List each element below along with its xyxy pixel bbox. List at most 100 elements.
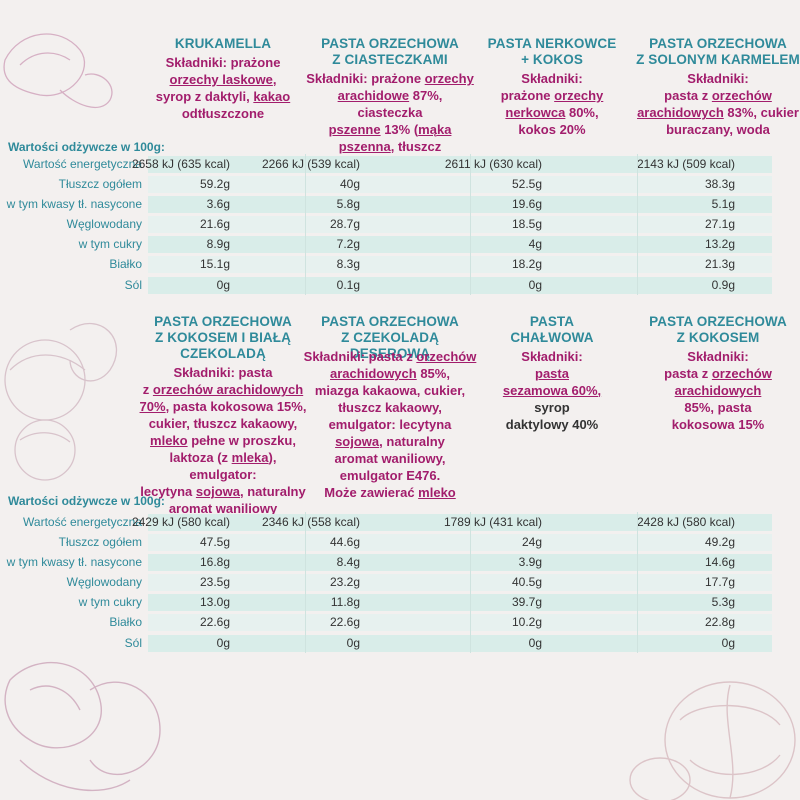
product-title: PASTA ORZECHOWA Z CZEKOLADĄ DESEROWĄ xyxy=(303,314,478,362)
ingredient-text: daktylowy 40% xyxy=(505,417,599,432)
nutrition-row: Białko 15.1g 8.3g 18.2g 21.3g xyxy=(0,254,800,274)
ingredient-line: sojowa, naturalny xyxy=(303,433,478,450)
ingredient-text: Składniki: prażone xyxy=(306,71,425,86)
product-ingredients: Składniki: prażone orzechy laskowe, syrop … xyxy=(138,54,308,122)
nutrient-value: 16.8g xyxy=(199,555,230,570)
allergen-text: orzechów xyxy=(711,366,772,381)
nutrient-value: 38.3g xyxy=(704,177,735,192)
nutrition-row: Węglowodany 23.5g 23.2g 40.5g 17.7g xyxy=(0,572,800,592)
row-band xyxy=(148,276,772,294)
ingredient-line: arachidowych xyxy=(631,382,800,399)
nutrition-row: w tym cukry 13.0g 11.8g 39.7g 5.3g xyxy=(0,592,800,612)
product-title: PASTA NERKOWCE + KOKOS xyxy=(467,36,637,68)
ingredient-line: buraczany, woda xyxy=(633,121,800,138)
nutrient-value: 40g xyxy=(339,177,360,192)
row-band xyxy=(148,574,772,592)
nutrition-row: w tym cukry 8.9g 7.2g 4g 13.2g xyxy=(0,234,800,254)
row-band xyxy=(148,216,772,234)
ingredient-line: emulgator E476. xyxy=(303,467,478,484)
nutrient-value: 5.1g xyxy=(711,197,735,212)
column-divider xyxy=(470,154,471,295)
ingredient-text: syrop z daktyli, xyxy=(155,89,254,104)
nutrient-label: Tłuszcz ogółem xyxy=(58,535,142,550)
ingredient-line: pasta xyxy=(465,365,640,382)
ingredient-text: , naturalny xyxy=(239,484,306,499)
nutrient-value: 10.2g xyxy=(511,615,542,630)
ingredient-text: ), emulgator: xyxy=(189,450,277,482)
nutrient-label: Sól xyxy=(124,277,142,292)
ingredient-line: pszenne 13% (mąka xyxy=(305,121,475,138)
almond-illustration-icon xyxy=(3,33,113,109)
product-title-line: Z SOLONYM KARMELEM xyxy=(636,52,800,67)
nutrient-label: Białko xyxy=(109,257,142,272)
nutrition-row: Sól 0g 0g 0g 0g xyxy=(0,633,800,653)
product-title: KRUKAMELLA xyxy=(138,36,308,52)
nutrient-value: 8.3g xyxy=(336,257,360,272)
ingredient-line: pasta z orzechów xyxy=(633,87,800,104)
allergen-text: orzechów xyxy=(416,349,477,364)
product-title: PASTA ORZECHOWA Z CIASTECZKAMI xyxy=(305,36,475,68)
column-divider xyxy=(637,512,638,653)
ingredient-text: 83%, cukier xyxy=(723,105,799,120)
ingredient-line: kokosowa 15% xyxy=(631,416,800,433)
walnut-illustration-icon xyxy=(629,681,796,800)
ingredient-line: prażone orzechy xyxy=(467,87,637,104)
nutrient-label: Wartość energetyczna xyxy=(23,515,142,529)
ingredient-text: prażone xyxy=(500,88,555,103)
product-title: PASTA ORZECHOWA Z SOLONYM KARMELEM xyxy=(633,36,800,68)
ingredient-line: z orzechów arachidowych xyxy=(136,381,311,398)
nutrient-value: 23.2g xyxy=(329,575,360,590)
row-band xyxy=(148,156,772,173)
product-ingredients: Składniki: pasta z orzechów arachidowych 8… xyxy=(633,70,800,138)
ingredient-line: tłuszcz kakaowy, xyxy=(303,399,478,416)
nutrient-value: 3.9g xyxy=(518,555,542,570)
nutrient-value: 0.1g xyxy=(336,277,360,292)
pistachio-illustration-icon xyxy=(4,661,161,792)
ingredient-line: 70%, pasta kokosowa 15%, xyxy=(136,398,311,415)
allergen-text: nerkowca xyxy=(505,105,566,120)
ingredient-text: emulgator: lecytyna xyxy=(328,417,452,432)
nutrient-value: 28.7g xyxy=(329,217,360,232)
ingredient-text: pełne w proszku, xyxy=(187,433,296,448)
allergen-text: pszenne xyxy=(328,122,381,137)
ingredient-text: tłuszcz kakaowy, xyxy=(338,400,442,415)
nutrient-label: Tłuszcz ogółem xyxy=(58,177,142,192)
ingredient-text: , pasta kokosowa 15%, xyxy=(165,399,307,414)
allergen-text: arachidowych xyxy=(674,383,762,398)
row-band xyxy=(148,534,772,552)
column-divider xyxy=(470,512,471,653)
ingredient-text: Składniki: pasta z xyxy=(303,349,417,364)
ingredient-text: , xyxy=(272,72,277,87)
ingredient-text: kokosowa 15% xyxy=(671,417,765,432)
product-title-line: PASTA ORZECHOWA xyxy=(649,314,787,329)
column-divider xyxy=(637,154,638,295)
nutrient-label: Sól xyxy=(124,635,142,650)
nutrient-value: 2346 kJ (558 kcal) xyxy=(261,515,360,529)
nutrition-row: Tłuszcz ogółem 59.2g 40g 52.5g 38.3g xyxy=(0,174,800,194)
nutrition-table: Wartość energetyczna 2429 kJ (580 kcal) 23… xyxy=(0,512,800,653)
product-title-line: Z KOKOSEM xyxy=(676,330,760,345)
nutrient-label: Wartość energetyczna xyxy=(23,157,142,171)
ingredient-line: Składniki: xyxy=(633,70,800,87)
allergen-text: mąka xyxy=(418,122,452,137)
nutrient-value: 18.5g xyxy=(511,217,542,232)
nutrient-value: 0g xyxy=(528,277,542,292)
nutrition-row: Wartość energetyczna 2429 kJ (580 kcal) 23… xyxy=(0,512,800,532)
nutrient-value: 15.1g xyxy=(199,257,230,272)
ingredient-text: odtłuszczone xyxy=(181,106,265,121)
nutrient-value: 5.3g xyxy=(711,595,735,610)
ingredient-line: sezamowa 60%, xyxy=(465,382,640,399)
ingredient-line: laktoza (z mleka), emulgator: xyxy=(136,449,311,483)
nutrient-value: 7.2g xyxy=(336,237,360,252)
row-band xyxy=(148,196,772,214)
nutrient-value: 23.5g xyxy=(199,575,230,590)
product-title-line: PASTA ORZECHOWA xyxy=(649,36,787,51)
ingredient-line: Składniki: pasta xyxy=(136,364,311,381)
column-divider xyxy=(305,512,306,653)
allergen-text: mleka xyxy=(231,450,269,465)
ingredient-text: kokos 20% xyxy=(518,122,586,137)
nutrient-value: 21.6g xyxy=(199,217,230,232)
product-ingredients: Składniki: pasta z orzechów arachidowych 85… xyxy=(631,348,800,433)
allergen-text: kakao xyxy=(253,89,291,104)
ingredient-text: Składniki: xyxy=(521,71,583,86)
